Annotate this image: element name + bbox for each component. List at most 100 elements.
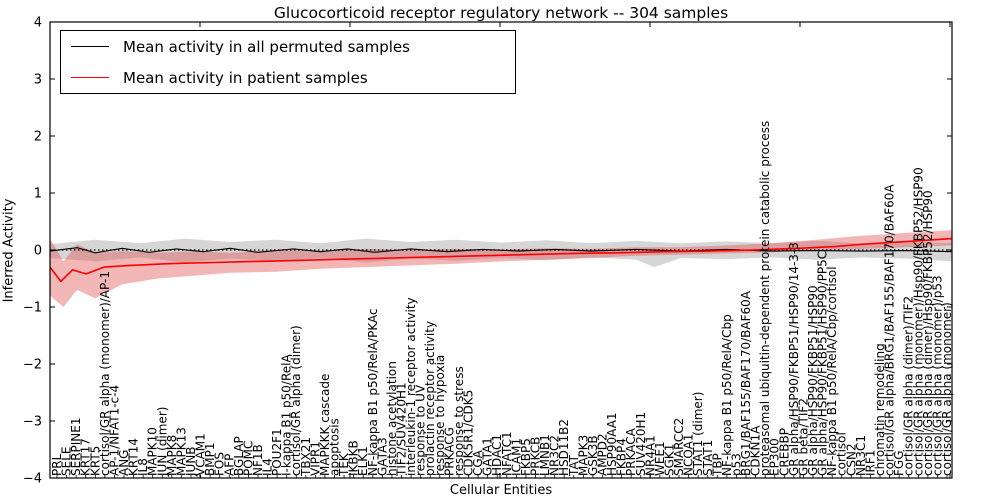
- x-tick-label: BGLAP: [232, 436, 246, 476]
- x-tick-label: p53: [729, 453, 743, 476]
- x-tick-label: ELK1: [356, 446, 370, 476]
- legend-label-permuted: Mean activity in all permuted samples: [123, 37, 410, 56]
- x-tick-label: POU2F1: [270, 428, 284, 476]
- x-tick-label: SELE: [60, 447, 74, 476]
- x-tick-label: prolactin receptor activity: [423, 321, 437, 476]
- x-tick-label: SGK1: [662, 444, 676, 476]
- x-tick-label: EP300: [768, 438, 782, 476]
- x-tick-label: GR beta/TIF2: [796, 398, 810, 476]
- x-tick-label: FKBP4: [615, 438, 629, 476]
- x-tick-label: HSD11B2: [557, 419, 571, 476]
- x-tick-label: MAPK13: [174, 427, 188, 476]
- x-tick-label: cortisol/GR alpha/BRG1/BAF155/BAF170/BAF…: [883, 184, 897, 476]
- x-tick-label: cortisol/GR alpha (monomer)/p53: [930, 275, 944, 476]
- y-tick-label: 2: [34, 130, 42, 145]
- x-tick-label: cortisol/GR alpha (monomer)/AP-1: [98, 271, 112, 476]
- x-tick-label: MAPKKK cascade: [318, 374, 332, 476]
- legend-item-permuted: Mean activity in all permuted samples: [61, 31, 515, 62]
- patient-line-icon: [71, 77, 109, 78]
- x-tick-label: WEE1: [653, 441, 667, 476]
- x-tick-label: TIF2/SUV420H1: [395, 382, 409, 477]
- x-tick-label: cortisol/GR alpha (monomer): [940, 302, 954, 476]
- x-tick-label: STAT1 (dimer): [691, 392, 705, 476]
- x-tick-label: TAT: [567, 454, 581, 477]
- x-tick-label: cortisol/GR alpha (dimer)/TIF2: [902, 296, 916, 476]
- y-tick-label: −3: [23, 415, 42, 430]
- x-tick-label: IL8: [136, 458, 150, 476]
- x-tick-label: CREBBP: [777, 428, 791, 476]
- x-tick-label: NF-kappa B1 p50/RelA/PKAc: [366, 308, 380, 476]
- x-tick-label: PRKCB: [528, 437, 542, 476]
- x-tick-label: GR alpha/HSP90/FKBP51/HSP90: [806, 285, 820, 476]
- x-tick-label: IRF1: [863, 450, 877, 476]
- x-tick-label: AFP: [222, 454, 236, 476]
- x-tick-label: MAPK8: [165, 435, 179, 476]
- x-tick-label: apoptosis: [328, 418, 342, 476]
- x-tick-label: JUN (dimer): [155, 407, 169, 477]
- x-tick-label: CDK5R1/CDK5: [462, 390, 476, 476]
- x-tick-label: HDAC1: [490, 434, 504, 476]
- x-tick-label: SMARCC2: [672, 418, 686, 476]
- x-tick-label: I-kappa B1 p50/RelA: [280, 354, 294, 476]
- x-tick-label: IL4: [261, 458, 275, 476]
- y-tick-label: 4: [34, 16, 42, 31]
- x-tick-label: GATA3: [375, 437, 389, 476]
- x-tick-label: TBP: [710, 453, 724, 477]
- x-tick-label: LMNB1: [538, 434, 552, 476]
- x-tick-label: IKBKB: [347, 440, 361, 476]
- y-tick-label: −4: [23, 472, 42, 487]
- x-tick-label: FKBP5: [519, 438, 533, 476]
- x-tick-label: GR alpha/HSP90/FKBP51/HSP90/PP5C: [816, 251, 830, 476]
- x-tick-label: cortisol/GR alpha (monomer)/Hsp90/FKBP52…: [911, 167, 925, 476]
- axes-frame: [49, 21, 953, 479]
- x-tick-label: NF-kappa B1 p50/RelA/Cbp: [720, 314, 734, 476]
- x-tick-label: AMPD2: [595, 433, 609, 476]
- x-tick-label: cortisol/GR alpha (dimer)/Hsp90/FKBP52/H…: [921, 190, 935, 476]
- x-tick-label: ANG: [117, 450, 131, 476]
- y-tick-label: −2: [23, 358, 42, 373]
- x-tick-label: SUV420H1: [634, 412, 648, 476]
- x-tick-label: cortisol/GR alpha (dimer): [289, 325, 303, 476]
- x-tick-label: NF1B: [251, 444, 265, 476]
- x-tick-label: GATA1: [481, 437, 495, 476]
- permuted-samples-std-band: [50, 238, 952, 268]
- x-tick-label: CDKN1A: [749, 425, 763, 476]
- x-tick-label: GR alpha/HSP90/FKBP51/HSP90/14-3-3: [787, 242, 801, 476]
- y-tick-label: 1: [34, 187, 42, 202]
- x-tick-label: NFATC1: [500, 431, 514, 476]
- y-tick-label: 3: [34, 73, 42, 88]
- legend-label-patient: Mean activity in patient samples: [123, 68, 368, 87]
- x-tick-label: NR3C1: [854, 435, 868, 476]
- x-tick-label: KRT17: [79, 438, 93, 476]
- x-tick-label: PRKACG: [442, 427, 456, 476]
- x-tick-label: POMC: [241, 441, 255, 476]
- x-tick-label: proteasomal ubiquitin-dependent protein …: [758, 121, 772, 476]
- x-tick-label: VIPR1: [308, 441, 322, 476]
- x-tick-label: TEK: [337, 452, 351, 477]
- x-tick-label: VCAM1: [194, 433, 208, 476]
- x-tick-label: MAPK3: [576, 435, 590, 476]
- y-tick-label: 0: [34, 244, 42, 259]
- x-tick-label: cortisol: [835, 432, 849, 476]
- x-tick-label: STAT1: [701, 440, 715, 476]
- x-tick-label: PRKACA: [624, 427, 638, 476]
- x-tick-label: response to hypoxia: [433, 355, 447, 476]
- permuted-line-icon: [71, 46, 109, 47]
- x-tick-label: BMP1: [203, 443, 217, 476]
- x-tick-label: ICAM1: [509, 438, 523, 476]
- x-tick-label: CSN2: [844, 443, 858, 476]
- x-tick-label: NCOA1: [682, 434, 696, 476]
- x-tick-label: TBX21: [299, 437, 313, 477]
- x-tick-label: HSP90AA1: [605, 412, 619, 476]
- x-axis-label: Cellular Entities: [449, 483, 553, 498]
- x-tick-label: MAPK10: [146, 427, 160, 476]
- x-tick-label: SERPINE1: [69, 417, 83, 476]
- x-tick-label: CGA: [471, 449, 485, 476]
- x-tick-label: KRT14: [127, 438, 141, 476]
- x-tick-label: NR3C2: [548, 435, 562, 476]
- x-tick-label: BRG1/BAF155/BAF170/BAF60A: [739, 290, 753, 476]
- x-tick-label: AP-1/NFAT1-c-4: [107, 385, 121, 476]
- x-tick-label: histone acetylation: [385, 361, 399, 476]
- x-tick-label: GSK3B: [586, 435, 600, 476]
